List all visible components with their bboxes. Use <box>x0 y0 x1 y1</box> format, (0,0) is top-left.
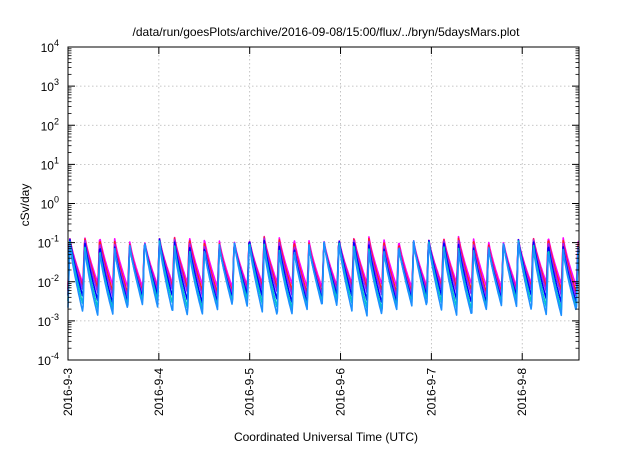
x-tick-label: 2016-9-6 <box>334 368 348 416</box>
y-tick-label: 100 <box>41 195 59 212</box>
series-line-6 <box>67 240 580 317</box>
y-tick-label: 10-4 <box>38 351 59 368</box>
y-tick-label: 104 <box>41 38 59 55</box>
x-tick-label: 2016-9-8 <box>515 368 529 416</box>
y-axis-label: cSv/day <box>18 184 32 227</box>
y-tick-label: 101 <box>41 155 59 172</box>
chart-title: /data/run/goesPlots/archive/2016-09-08/1… <box>133 25 521 39</box>
x-tick-label: 2016-9-3 <box>61 368 75 416</box>
y-tick-label: 10-2 <box>38 273 59 290</box>
y-tick-label: 103 <box>41 77 59 94</box>
x-tick-label: 2016-9-4 <box>152 368 166 416</box>
y-tick-label: 102 <box>41 116 59 133</box>
y-tick-label: 10-1 <box>38 234 59 251</box>
x-tick-label: 2016-9-7 <box>424 368 438 416</box>
y-tick-label: 10-3 <box>38 312 59 329</box>
series-layer <box>67 235 580 317</box>
ticks: 10-4 10-3 10-2 10-1 100 101 102 103 104 2016-9-3 2… <box>38 38 579 416</box>
x-tick-label: 2016-9-5 <box>243 368 257 416</box>
x-axis-label: Coordinated Universal Time (UTC) <box>234 430 418 444</box>
grid-lines <box>68 47 579 360</box>
